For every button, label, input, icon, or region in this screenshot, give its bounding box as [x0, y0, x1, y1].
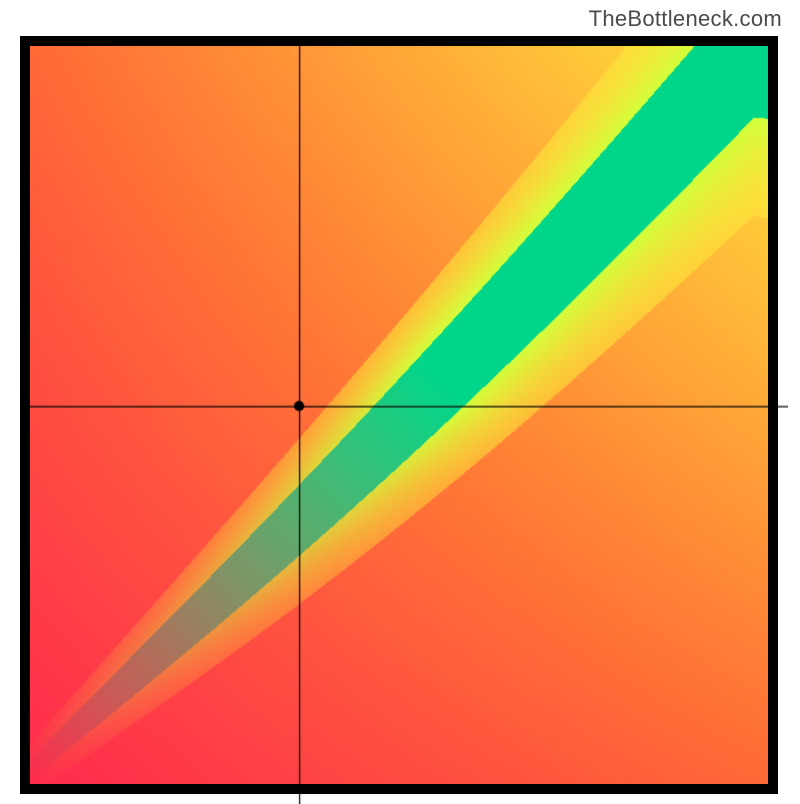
crosshair-overlay [30, 46, 788, 804]
watermark-text: TheBottleneck.com [589, 6, 782, 32]
plot-frame [20, 36, 778, 794]
